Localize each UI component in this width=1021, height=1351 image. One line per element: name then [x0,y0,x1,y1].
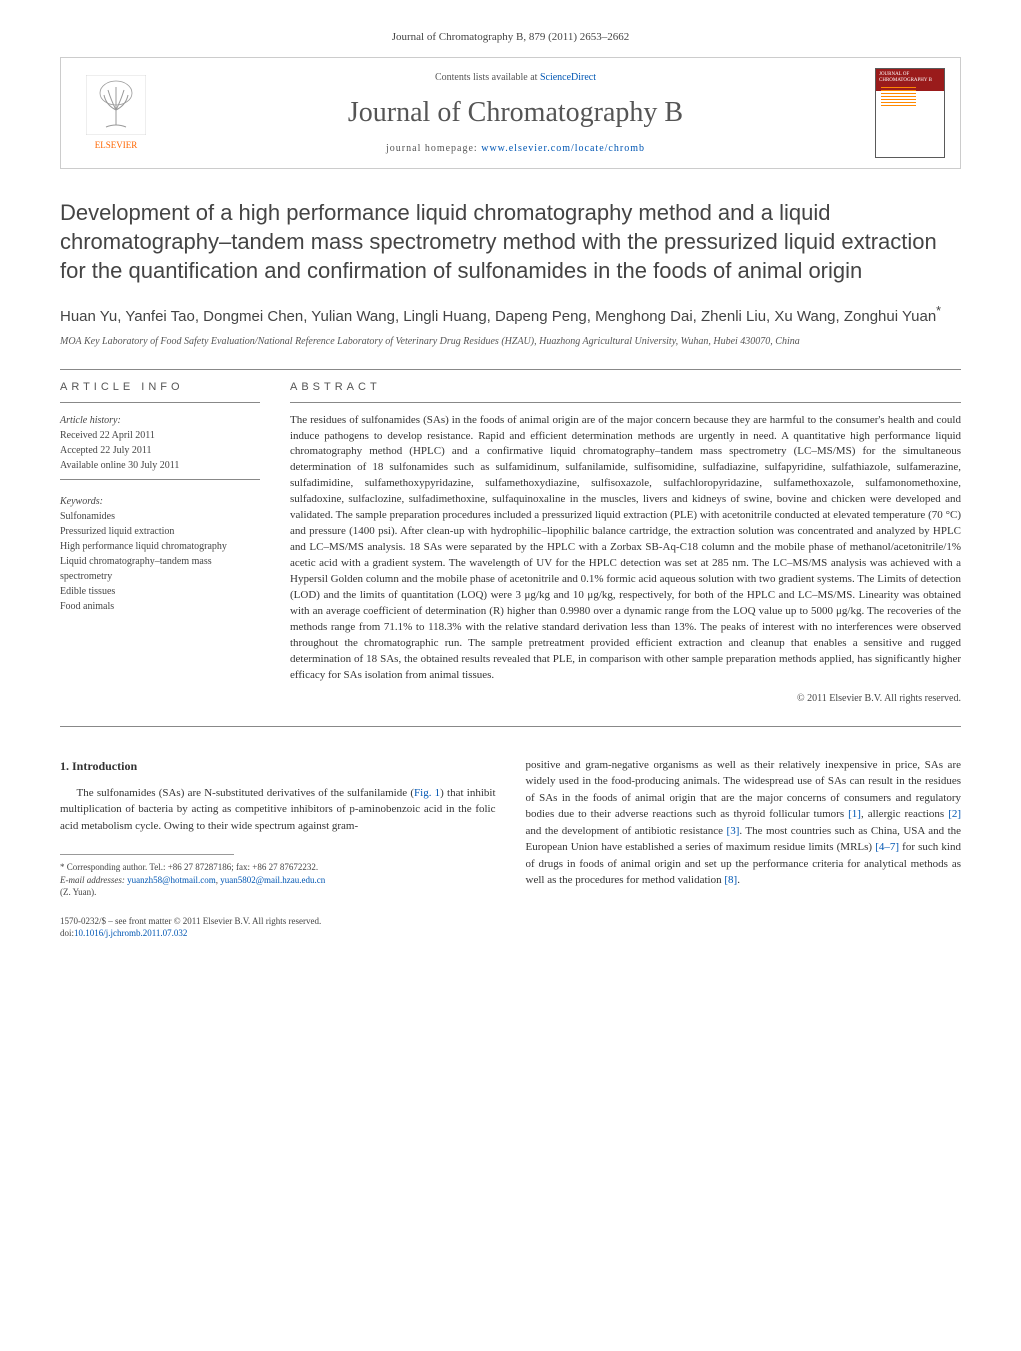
email-link-1[interactable]: yuanzh58@hotmail.com [127,875,216,885]
keywords-block: Keywords: Sulfonamides Pressurized liqui… [60,494,260,614]
fig1-link[interactable]: Fig. 1 [414,787,440,799]
article-history: Article history: Received 22 April 2011 … [60,413,260,473]
elsevier-tree-icon [86,75,146,135]
corr-author-line: * Corresponding author. Tel.: +86 27 872… [60,861,496,874]
article-info-col: ARTICLE INFO Article history: Received 2… [60,380,260,705]
abstract-heading: ABSTRACT [290,380,961,395]
corresponding-marker: * [936,304,941,318]
bottom-meta: 1570-0232/$ – see front matter © 2011 El… [60,915,496,940]
banner-center: Contents lists available at ScienceDirec… [156,71,875,156]
abstract-col: ABSTRACT The residues of sulfonamides (S… [290,380,961,705]
history-label: Article history: [60,413,260,428]
ref-link[interactable]: [2] [948,808,961,820]
ref-link[interactable]: [4–7] [875,841,899,853]
intro-paragraph-2: positive and gram-negative organisms as … [526,757,962,889]
online-date: Available online 30 July 2011 [60,458,260,473]
authors-text: Huan Yu, Yanfei Tao, Dongmei Chen, Yulia… [60,308,936,325]
article-info-heading: ARTICLE INFO [60,380,260,395]
contents-prefix: Contents lists available at [435,72,540,83]
keyword: High performance liquid chromatography [60,539,260,554]
cover-title: JOURNAL OF CHROMATOGRAPHY B [879,72,941,83]
body-columns: 1. Introduction The sulfonamides (SAs) a… [60,757,961,940]
contents-available: Contents lists available at ScienceDirec… [156,71,875,85]
front-matter-line: 1570-0232/$ – see front matter © 2011 El… [60,915,496,928]
intro-text: The sulfonamides (SAs) are N-substituted… [77,787,415,799]
section-divider [60,369,961,370]
keyword: Food animals [60,599,260,614]
ref-link[interactable]: [8] [724,874,737,886]
abstract-copyright: © 2011 Elsevier B.V. All rights reserved… [290,692,961,706]
body-col-left: 1. Introduction The sulfonamides (SAs) a… [60,757,496,940]
received-date: Received 22 April 2011 [60,428,260,443]
affiliation: MOA Key Laboratory of Food Safety Evalua… [60,335,961,349]
intro-paragraph-1: The sulfonamides (SAs) are N-substituted… [60,785,496,835]
journal-homepage: journal homepage: www.elsevier.com/locat… [156,142,875,156]
keyword: Edible tissues [60,584,260,599]
keyword: Liquid chromatography–tandem mass spectr… [60,554,260,584]
section-divider [60,726,961,727]
footnote-separator [60,854,234,855]
body-col-right: positive and gram-negative organisms as … [526,757,962,940]
doi-line: doi:10.1016/j.jchromb.2011.07.032 [60,927,496,940]
publisher-name: ELSEVIER [95,139,138,152]
abstract-text: The residues of sulfonamides (SAs) in th… [290,413,961,684]
authors-list: Huan Yu, Yanfei Tao, Dongmei Chen, Yulia… [60,303,961,327]
ref-link[interactable]: [3] [727,825,740,837]
info-abstract-row: ARTICLE INFO Article history: Received 2… [60,380,961,705]
email-link-2[interactable]: yuan5802@mail.hzau.edu.cn [220,875,325,885]
email-label: E-mail addresses: [60,875,127,885]
article-title: Development of a high performance liquid… [60,199,961,285]
journal-banner: ELSEVIER Contents lists available at Sci… [60,57,961,169]
homepage-prefix: journal homepage: [386,143,481,154]
intro-text: , allergic reactions [861,808,948,820]
intro-text: . [737,874,740,886]
intro-text: and the development of antibiotic resist… [526,825,727,837]
journal-citation: Journal of Chromatography B, 879 (2011) … [60,30,961,45]
intro-heading: 1. Introduction [60,757,496,775]
corr-email-line: E-mail addresses: yuanzh58@hotmail.com, … [60,874,496,887]
doi-label: doi: [60,928,74,938]
homepage-link[interactable]: www.elsevier.com/locate/chromb [481,143,645,154]
accepted-date: Accepted 22 July 2011 [60,443,260,458]
sciencedirect-link[interactable]: ScienceDirect [540,72,596,83]
keywords-label: Keywords: [60,494,260,509]
journal-cover-thumb: JOURNAL OF CHROMATOGRAPHY B [875,68,945,158]
corr-name: (Z. Yuan). [60,886,496,899]
corresponding-footnote: * Corresponding author. Tel.: +86 27 872… [60,861,496,899]
cover-lines [879,83,941,154]
doi-link[interactable]: 10.1016/j.jchromb.2011.07.032 [74,928,187,938]
keyword: Sulfonamides [60,509,260,524]
journal-name: Journal of Chromatography B [156,93,875,132]
keyword: Pressurized liquid extraction [60,524,260,539]
publisher-logo: ELSEVIER [76,68,156,158]
ref-link[interactable]: [1] [848,808,861,820]
